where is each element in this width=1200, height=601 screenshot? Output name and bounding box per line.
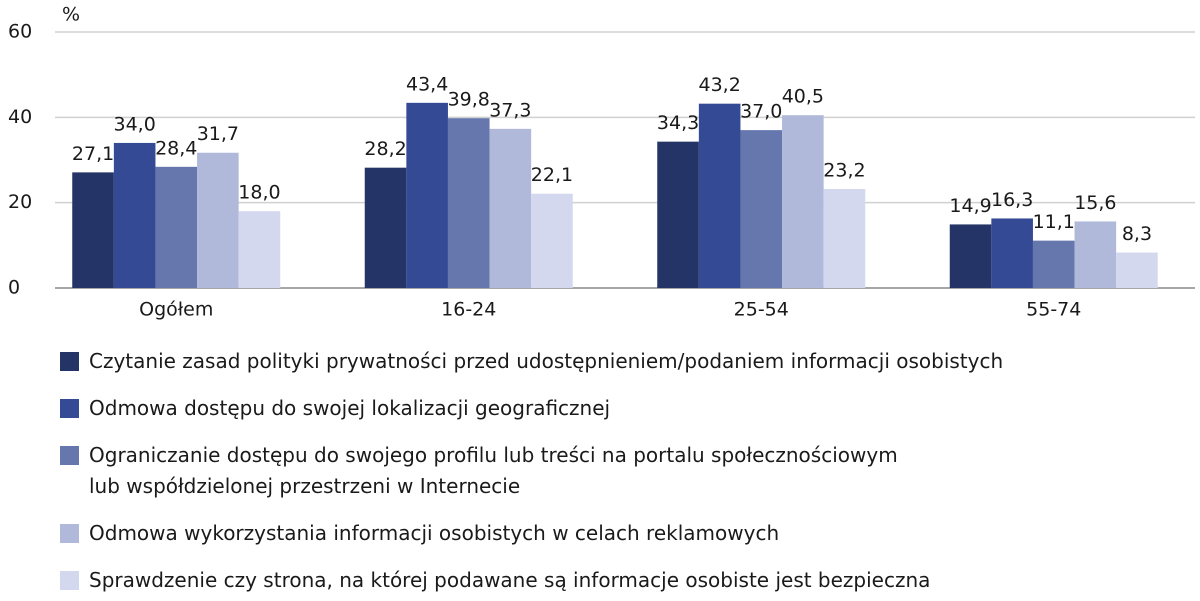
data-label: 28,2 (364, 138, 406, 160)
data-label: 37,0 (740, 101, 782, 123)
bar (406, 102, 448, 289)
legend-label: Ograniczanie dostępu do swojego profilu … (89, 443, 898, 498)
bar (823, 189, 866, 288)
bar (1074, 221, 1117, 288)
y-tick-label: 60 (8, 21, 32, 43)
bar (1116, 252, 1158, 288)
y-tick-label: 20 (8, 191, 32, 213)
x-tick-label: Ogółem (139, 299, 213, 321)
data-label: 40,5 (782, 86, 824, 108)
legend-swatch (60, 399, 79, 418)
bar (740, 130, 783, 288)
legend-swatch (60, 446, 79, 465)
bar (364, 167, 407, 288)
data-label: 11,1 (1033, 211, 1075, 233)
bar (1032, 240, 1075, 288)
legend: Czytanie zasad polityki prywatności prze… (60, 346, 1190, 601)
bar (447, 118, 490, 288)
bar (531, 193, 573, 288)
data-label: 22,1 (531, 164, 573, 186)
legend-swatch (60, 352, 79, 371)
data-label: 18,0 (238, 182, 280, 204)
legend-swatch (60, 571, 79, 590)
x-tick-label: 25-54 (734, 299, 789, 321)
data-label: 28,4 (155, 137, 197, 159)
data-label: 14,9 (949, 195, 991, 217)
legend-label: Czytanie zasad polityki prywatności prze… (89, 349, 1004, 373)
x-tick-label: 16-24 (441, 299, 496, 321)
data-label: 39,8 (448, 89, 490, 111)
bar (782, 115, 824, 288)
bar (238, 211, 281, 288)
bar (113, 142, 156, 288)
legend-item: Ograniczanie dostępu do swojego profilu … (60, 440, 1190, 502)
legend-item: Sprawdzenie czy strona, na której podawa… (60, 565, 1190, 596)
x-tick-label: 55-74 (1026, 299, 1081, 321)
legend-item: Odmowa dostępu do swojej lokalizacji geo… (60, 393, 1190, 424)
data-label: 37,3 (489, 99, 531, 121)
data-label: 8,3 (1122, 223, 1152, 245)
data-label: 15,6 (1074, 192, 1116, 214)
legend-swatch (60, 524, 79, 543)
legend-label: Odmowa dostępu do swojej lokalizacji geo… (89, 396, 611, 420)
bar (949, 224, 992, 288)
y-axis-label: % (62, 4, 80, 26)
data-label: 16,3 (991, 189, 1033, 211)
data-label: 23,2 (823, 160, 865, 182)
bar (72, 172, 114, 288)
bar (991, 218, 1033, 288)
data-label: 43,2 (698, 74, 740, 96)
data-label: 31,7 (197, 123, 239, 145)
bar (698, 103, 741, 289)
data-label: 34,0 (113, 113, 155, 135)
data-label: 34,3 (657, 112, 699, 134)
bar (197, 152, 239, 288)
legend-label: Odmowa wykorzystania informacji osobisty… (89, 521, 780, 545)
bar (155, 166, 198, 288)
legend-item: Odmowa wykorzystania informacji osobisty… (60, 518, 1190, 549)
y-tick-label: 0 (8, 277, 20, 299)
bar (489, 128, 532, 288)
bar (657, 141, 699, 288)
chart: % 0 20 40 60 Ogółem 27,1 34,028,431,7 18,0 16-24… (8, 4, 1195, 321)
data-label: 27,1 (72, 143, 114, 165)
y-tick-label: 40 (8, 106, 32, 128)
legend-item: Czytanie zasad polityki prywatności prze… (60, 346, 1190, 377)
data-label: 43,4 (406, 73, 448, 95)
legend-label: Sprawdzenie czy strona, na której podawa… (89, 568, 931, 592)
